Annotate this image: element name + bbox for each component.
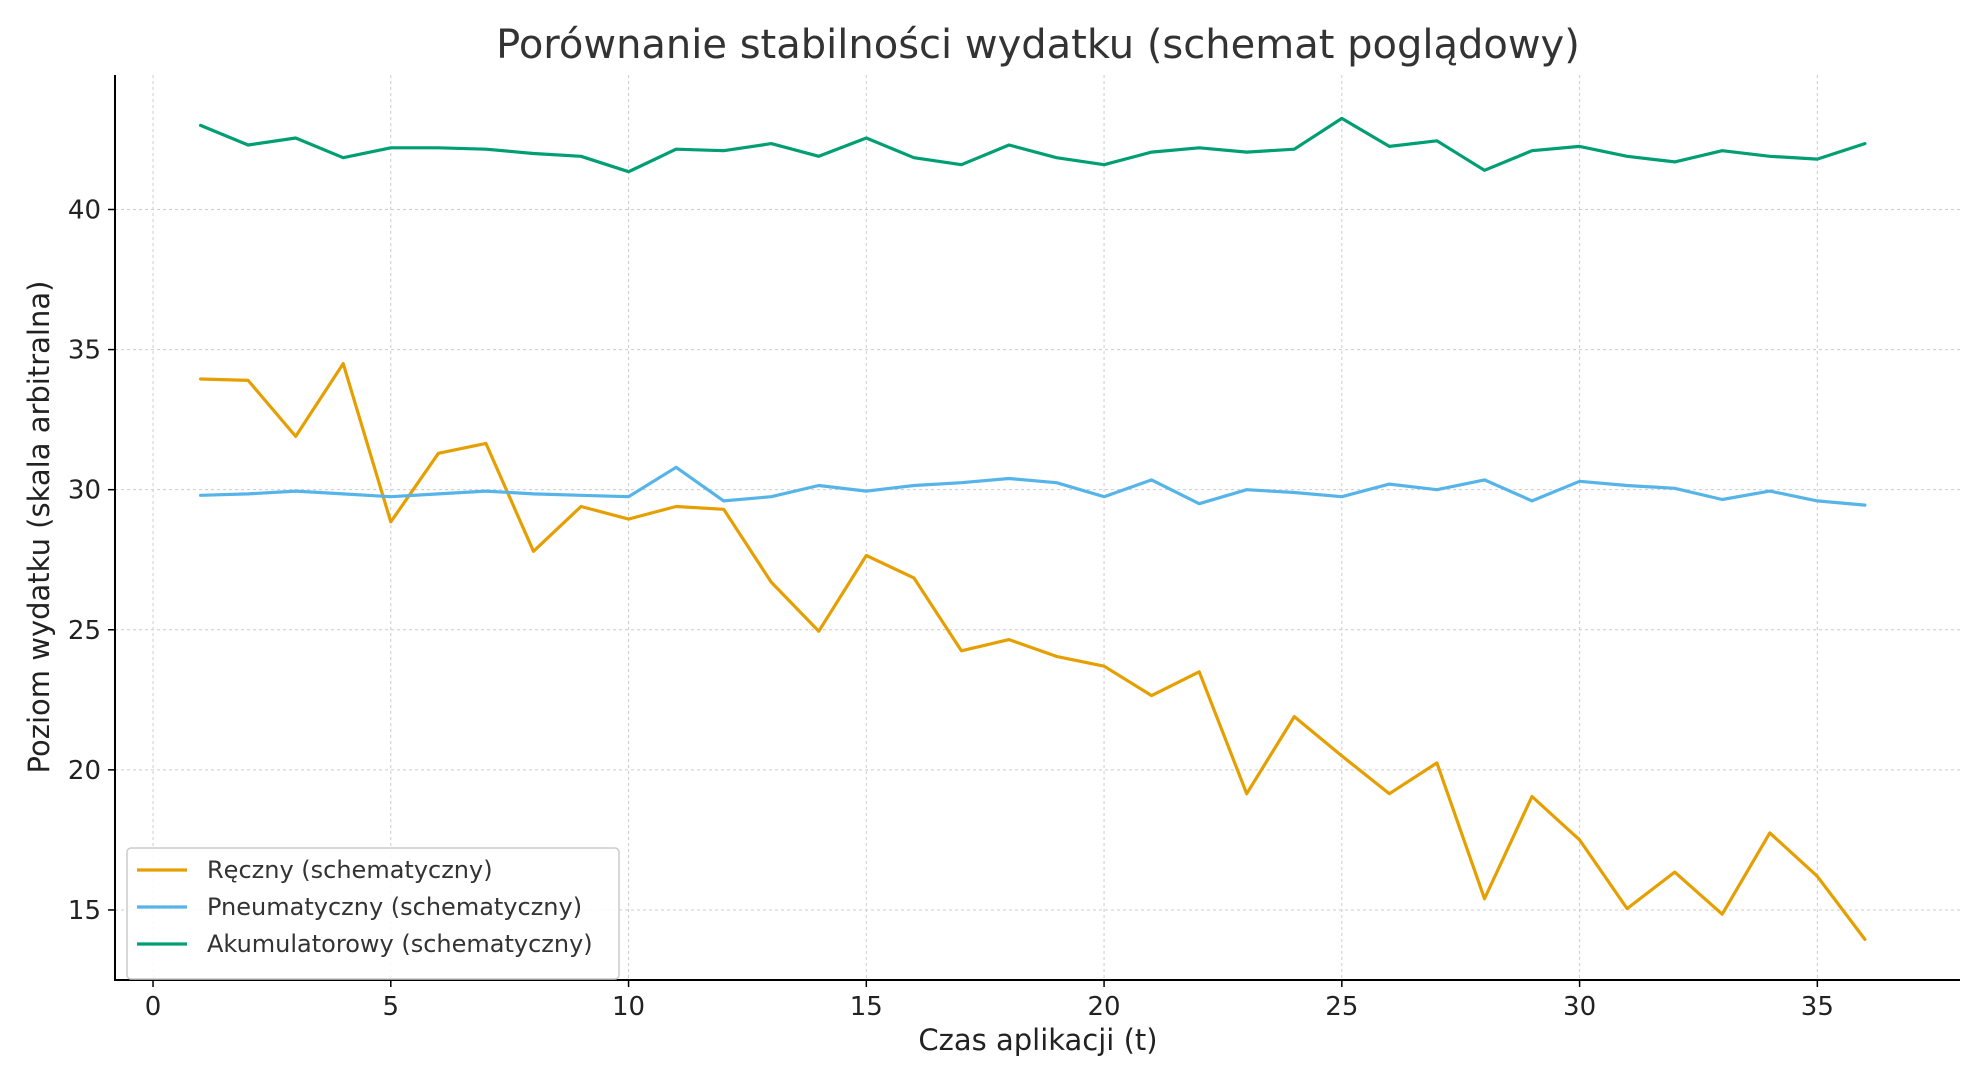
y-tick-label: 15 <box>68 896 101 926</box>
series-line-3 <box>199 116 1867 174</box>
x-axis-title: Czas aplikacji (t) <box>918 1023 1157 1057</box>
grid <box>115 75 1960 980</box>
x-tick-label: 0 <box>145 992 162 1022</box>
x-tick-label: 35 <box>1801 992 1834 1022</box>
y-axis-title: Poziom wydatku (skala arbitralna) <box>22 281 56 774</box>
legend: Ręczny (schematyczny) Pneumatyczny (schem… <box>126 847 620 980</box>
y-tick-label: 30 <box>68 476 101 506</box>
y-tick-label: 40 <box>68 195 101 225</box>
series-lines <box>199 116 1867 942</box>
x-tick-label: 20 <box>1088 992 1121 1022</box>
legend-label: Ręczny (schematyczny) <box>207 856 493 884</box>
legend-label: Pneumatyczny (schematyczny) <box>207 893 582 921</box>
legend-label: Akumulatorowy (schematyczny) <box>207 930 593 958</box>
x-tick-label: 25 <box>1325 992 1358 1022</box>
y-tick-label: 25 <box>68 616 101 646</box>
series-line-1 <box>199 362 1867 942</box>
x-tick-label: 30 <box>1563 992 1596 1022</box>
series-line-2 <box>199 465 1867 507</box>
legend-frame <box>126 847 620 980</box>
y-tick-label: 35 <box>68 336 101 366</box>
y-tick-label: 20 <box>68 756 101 786</box>
axes <box>114 75 1960 981</box>
ticks: 0 5 10 15 20 25 30 35 15 20 25 30 35 40 <box>68 195 1834 1022</box>
x-tick-label: 10 <box>612 992 645 1022</box>
x-tick-label: 15 <box>850 992 883 1022</box>
chart-title: Porównanie stabilności wydatku (schemat … <box>496 22 1580 68</box>
x-tick-label: 5 <box>383 992 400 1022</box>
